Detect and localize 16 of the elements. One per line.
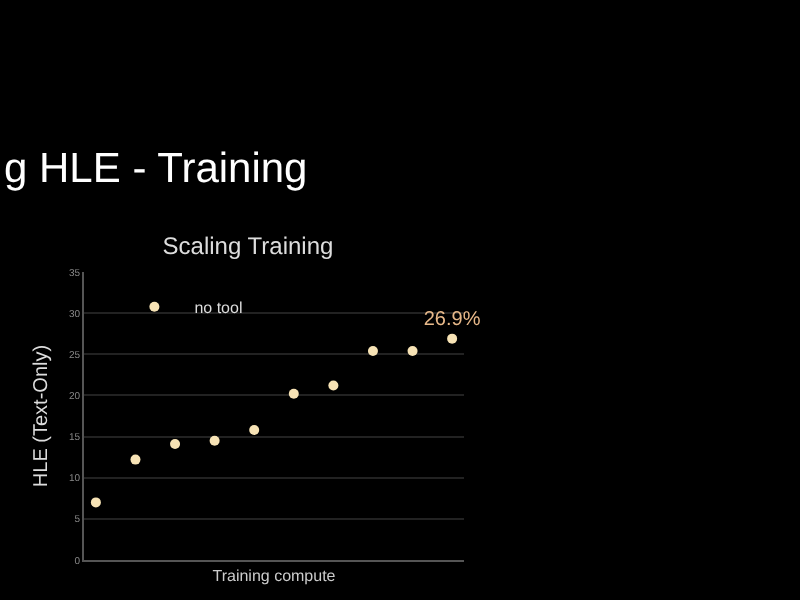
y-axis-title: HLE (Text-Only) — [30, 344, 53, 488]
point — [447, 333, 458, 344]
point — [249, 424, 260, 435]
chart-title: Scaling Training — [162, 232, 334, 261]
point — [90, 497, 101, 508]
data-label: 26.9% — [423, 309, 481, 332]
point — [288, 388, 299, 399]
point — [170, 438, 181, 449]
point — [209, 435, 220, 446]
legend-label: no tool — [194, 299, 243, 317]
text: g HLE - Training — [4, 146, 308, 192]
point — [407, 346, 418, 356]
point — [328, 380, 339, 391]
point — [367, 346, 378, 356]
x-axis-title: Training compute — [212, 567, 337, 585]
point — [130, 454, 141, 465]
